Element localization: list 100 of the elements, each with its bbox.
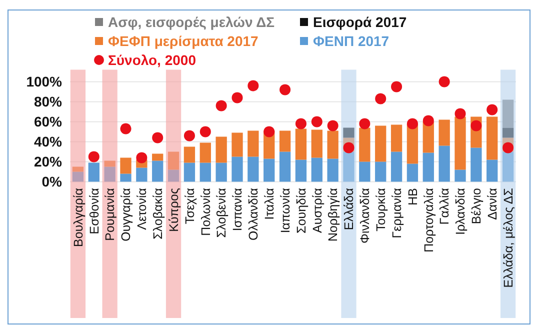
bar <box>406 164 418 182</box>
legend-label: ΦΕΦΠ μερίσματα 2017 <box>108 32 259 49</box>
bar <box>359 162 370 182</box>
bar <box>359 128 370 162</box>
bar <box>120 158 132 174</box>
bar <box>168 152 180 170</box>
bar <box>264 158 275 182</box>
point <box>120 123 132 134</box>
point <box>295 118 306 130</box>
bar <box>390 124 402 152</box>
bar <box>502 128 514 138</box>
x-tick-label: Βουλγαρία <box>71 188 86 247</box>
bar <box>343 128 354 138</box>
x-tick-label: Ολλανδία <box>246 188 261 240</box>
point <box>311 116 322 128</box>
y-tick-label: 100% <box>26 74 63 90</box>
bar <box>104 166 116 182</box>
x-tick-label: Αυστρία <box>310 188 324 233</box>
bar <box>502 100 514 128</box>
bar <box>136 168 148 182</box>
bar <box>248 130 259 157</box>
x-tick-label: Ουγγαρία <box>119 188 134 242</box>
bar <box>486 160 498 182</box>
bar <box>216 162 227 182</box>
point <box>502 142 514 154</box>
point <box>88 151 100 162</box>
point <box>280 84 291 96</box>
x-tick-label: Κύπρος <box>166 188 181 232</box>
bar <box>232 132 243 157</box>
y-tick-label: 60% <box>34 114 63 130</box>
x-tick-label: Ελλάδα, μέλος ΔΣ <box>501 188 516 288</box>
x-tick-label: Ιταλία <box>262 188 276 220</box>
point <box>327 120 338 132</box>
bar <box>454 170 466 182</box>
bar <box>104 160 116 167</box>
point <box>152 132 164 144</box>
point <box>200 126 211 138</box>
bar <box>327 130 338 159</box>
point <box>136 152 148 164</box>
point <box>264 126 275 138</box>
bar <box>295 128 307 160</box>
bar <box>232 156 243 182</box>
x-tick-label: Ιαπωνία <box>278 188 292 234</box>
x-tick-label: Ισπανία <box>230 188 245 232</box>
y-tick-label: 80% <box>34 94 63 110</box>
bar <box>200 162 211 182</box>
bar <box>279 130 291 152</box>
bar <box>295 160 307 182</box>
bar <box>279 152 291 182</box>
x-tick-label: Γαλλία <box>438 188 452 225</box>
bar <box>375 126 386 162</box>
bar <box>470 148 482 182</box>
point <box>343 142 354 154</box>
legend-label: Ασφ, εισφορές μελών ΔΣ <box>108 14 275 30</box>
bar <box>502 152 514 182</box>
x-tick-label: Νορβηγία <box>326 188 340 242</box>
point <box>422 115 434 126</box>
point <box>470 120 482 132</box>
bar <box>184 162 196 182</box>
bar <box>390 152 402 182</box>
x-tick-label: Εσθονία <box>87 188 102 234</box>
bar <box>486 116 498 160</box>
x-tick-label: Βέλγιο <box>470 188 484 224</box>
bar <box>152 160 164 182</box>
x-tick-label: Λετονία <box>135 188 150 230</box>
legend-label: Εισφορά 2017 <box>313 14 407 30</box>
y-tick-label: 0% <box>42 174 63 190</box>
x-tick-label: Ρουμανία <box>103 188 118 241</box>
x-tick-label: Ιρλανδία <box>454 188 468 235</box>
x-tick-label: Πορτογαλία <box>422 188 436 252</box>
point <box>454 108 466 120</box>
bar <box>422 152 434 182</box>
x-tick-label: Γερμανία <box>390 188 404 238</box>
bar <box>200 142 211 163</box>
x-tick-label: ΗΒ <box>406 188 420 206</box>
point <box>406 118 418 130</box>
bar <box>438 146 450 182</box>
bar <box>184 146 196 163</box>
point <box>438 76 450 88</box>
bar <box>375 162 386 182</box>
bar <box>311 158 322 182</box>
legend-label: Σύνολο, 2000 <box>108 52 196 68</box>
bar <box>88 162 100 182</box>
bar <box>152 154 164 161</box>
x-tick-label: Σλοβενία <box>214 188 229 238</box>
legend-label: ΦΕΝΠ 2017 <box>313 32 390 49</box>
x-tick-label: Σουηδία <box>294 188 308 234</box>
point <box>184 130 195 142</box>
x-tick-label: Δανία <box>485 188 500 220</box>
bar <box>327 158 338 182</box>
bar <box>168 170 180 182</box>
bar <box>438 120 450 146</box>
bar <box>72 172 84 182</box>
y-tick-label: 40% <box>34 134 63 150</box>
bar <box>248 156 259 182</box>
x-tick-label: Τσεχία <box>182 188 197 224</box>
point <box>232 92 243 104</box>
bar <box>311 130 322 158</box>
point <box>391 81 402 92</box>
point <box>216 100 227 112</box>
